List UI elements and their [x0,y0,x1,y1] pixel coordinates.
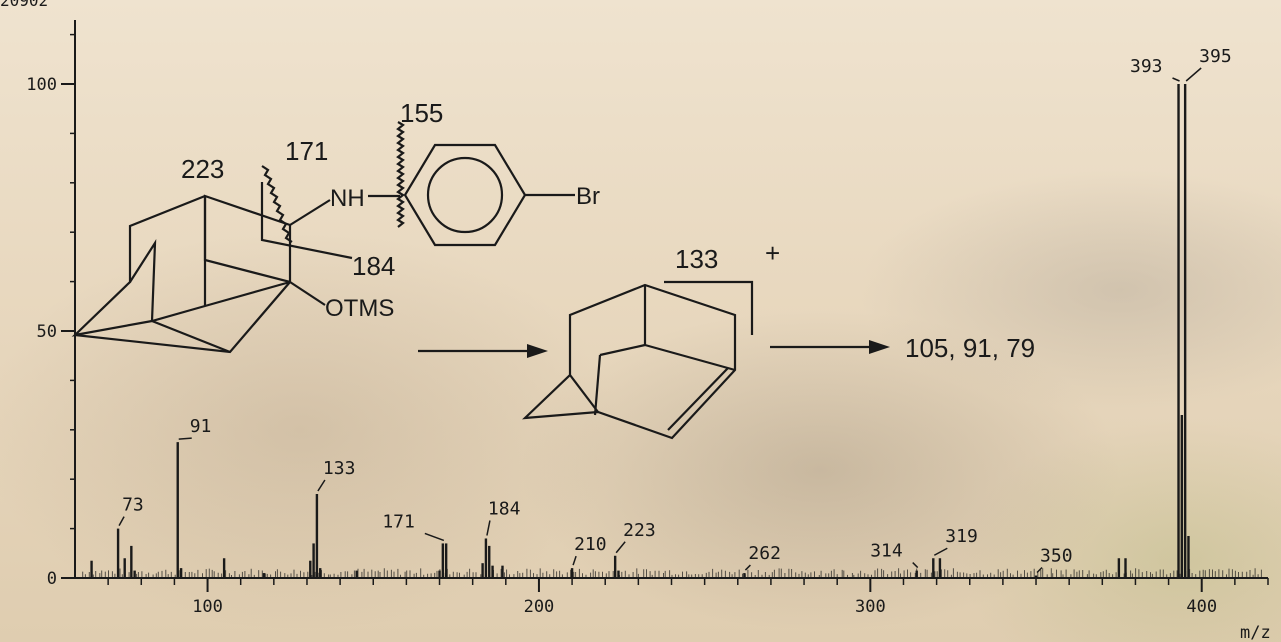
adamantene-fragment-structure [521,280,754,440]
peak-label-leader-223 [615,541,626,554]
peak-label-184: 184 [488,498,521,519]
cleavage-line-155 [396,121,405,228]
y-tick-label: 50 [37,322,57,342]
label-133: 133 [675,244,718,274]
peak-label-leader-395 [1185,67,1202,82]
product-fragments-text: 105, 91, 79 [905,333,1035,363]
br-label: Br [576,183,600,210]
peak-label-223: 223 [623,520,656,541]
peak-label-leader-393 [1172,77,1180,82]
charge-plus: + [765,238,780,268]
y-tick-label: 100 [26,75,57,95]
peak-label-leader-314 [912,562,919,569]
label-171: 171 [285,136,328,166]
bracket-133 [664,280,754,335]
x-tick-label: 200 [524,597,555,617]
peak-label-leader-262 [744,564,751,571]
peak-label-leader-319 [933,547,948,556]
peak-label-leader-133 [317,479,326,492]
corner-count-text: 20902 [0,0,48,10]
peak-label-171: 171 [382,511,415,532]
peak-label-395: 395 [1199,46,1232,67]
nh-label: NH [330,185,365,212]
bromophenyl-ring [403,143,575,247]
peak-labels: 73 91 133 171 184 210 223 262 314 319 350 393 395 [118,46,1232,574]
fragmentation-scheme [71,121,875,440]
otms-label: OTMS [325,295,394,322]
peak-label-leader-184 [486,520,491,536]
peak-label-73: 73 [122,495,144,516]
label-184: 184 [352,251,395,281]
label-223: 223 [181,154,224,184]
peak-label-leader-171 [424,532,445,542]
peak-label-leader-91 [178,437,192,440]
bracket-223-184 [260,182,353,260]
cleavage-line-171 [261,165,293,243]
peak-label-leader-210 [572,555,577,566]
peaks [90,84,1190,578]
peak-label-133: 133 [323,458,356,479]
peak-label-350: 350 [1040,546,1073,567]
peak-label-210: 210 [574,534,607,555]
x-tick-label: 400 [1186,597,1217,617]
baseline-noise [82,568,1262,578]
y-tick-label: 0 [47,569,57,589]
peak-label-314: 314 [870,541,903,562]
peak-label-393: 393 [1130,56,1163,77]
label-155: 155 [400,98,443,128]
peak-label-leader-350 [1036,566,1043,574]
arrowhead-2 [869,340,890,354]
x-tick-label: 100 [192,597,223,617]
peak-label-262: 262 [748,543,781,564]
noise-path [82,568,1262,578]
x-axis-label: m/z [1240,623,1271,642]
arrowhead-1 [527,344,548,358]
adamantane-parent-structure [71,194,292,354]
x-tick-label: 300 [855,597,886,617]
peak-label-leader-73 [118,516,125,526]
peak-label-319: 319 [945,526,978,547]
peak-label-91: 91 [190,416,212,437]
